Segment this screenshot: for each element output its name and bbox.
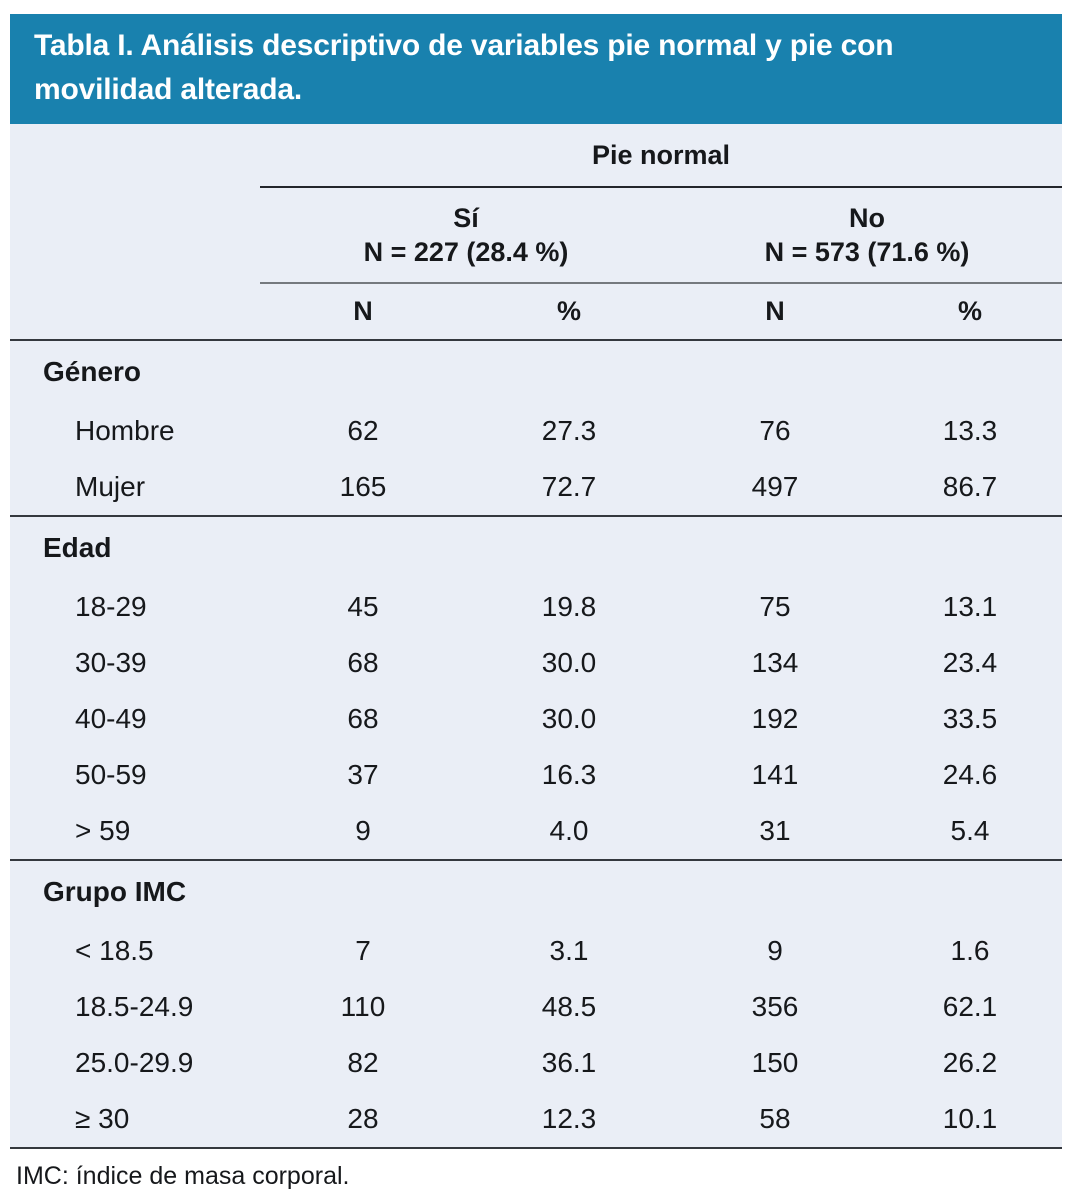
- row-label: 30-39: [75, 647, 147, 678]
- cell-pct-no: 86.7: [942, 471, 998, 502]
- cell-n-si: 28: [347, 1103, 379, 1134]
- table-footnote: IMC: índice de masa corporal.: [16, 1162, 350, 1190]
- cell-n-si: 68: [347, 647, 379, 678]
- cell-n-no: 192: [751, 703, 799, 734]
- subgroup-no-label: No: [849, 203, 885, 233]
- row-label: 18.5-24.9: [75, 991, 194, 1022]
- cell-pct-si: 36.1: [541, 1047, 597, 1078]
- cell-pct-no: 13.3: [942, 415, 998, 446]
- cell-n-si: 110: [340, 991, 386, 1022]
- section-header-row: Género: [10, 341, 1062, 403]
- cell-n-no: 141: [751, 759, 799, 790]
- cell-pct-si: 27.3: [541, 415, 597, 446]
- descriptive-table: Pie normal Sí N = 227 (28.4 %) No N = 57…: [10, 124, 1062, 1149]
- row-label: 40-49: [75, 703, 147, 734]
- subgroup-si-label: Sí: [453, 203, 479, 233]
- cell-n-si: 68: [347, 703, 379, 734]
- cell-pct-si: 16.3: [541, 759, 597, 790]
- cell-pct-no: 10.1: [942, 1103, 998, 1134]
- row-label: > 59: [75, 815, 131, 846]
- section-divider-rule: [10, 339, 1062, 341]
- section-header-label: Género: [43, 356, 142, 387]
- cell-pct-no: 24.6: [942, 759, 998, 790]
- cell-n-si: 165: [339, 471, 387, 502]
- cell-pct-si: 48.5: [541, 991, 597, 1022]
- group-header-row: Pie normal: [10, 124, 1062, 186]
- cell-n-si: 82: [347, 1047, 379, 1078]
- cell-pct-si: 72.7: [541, 471, 597, 502]
- column-header-n-no: N: [765, 296, 785, 326]
- cell-pct-si: 12.3: [541, 1103, 597, 1134]
- column-header-row: N % N %: [10, 284, 1062, 339]
- table-row: Hombre 62 27.3 76 13.3: [10, 403, 1062, 459]
- cell-n-si: 37: [347, 759, 379, 790]
- cell-n-si: 45: [347, 591, 379, 622]
- row-label: 50-59: [75, 759, 147, 790]
- group-header-pie-normal: Pie normal: [591, 139, 731, 170]
- cell-pct-si: 19.8: [541, 591, 597, 622]
- cell-n-si: 62: [347, 415, 379, 446]
- column-header-pct-si: %: [556, 296, 581, 326]
- cell-n-no: 76: [759, 415, 791, 446]
- table-row: 18-29 45 19.8 75 13.1: [10, 579, 1062, 635]
- row-label: Mujer: [75, 471, 146, 502]
- table-row: 50-59 37 16.3 141 24.6: [10, 747, 1062, 803]
- subgroup-no-n: N = 573 (71.6 %): [764, 237, 970, 267]
- section-divider-rule: [10, 1147, 1062, 1149]
- cell-n-no: 31: [759, 815, 791, 846]
- table-row: 18.5-24.9 110 48.5 356 62.1: [10, 979, 1062, 1035]
- table-row: 40-49 68 30.0 192 33.5: [10, 691, 1062, 747]
- cell-pct-si: 30.0: [541, 647, 597, 678]
- section-header-label: Edad: [43, 532, 112, 563]
- cell-n-si: 9: [355, 815, 371, 846]
- section-divider-rule: [10, 859, 1062, 861]
- table-row: < 18.5 7 3.1 9 1.6: [10, 923, 1062, 979]
- cell-pct-no: 33.5: [942, 703, 998, 734]
- row-label: 25.0-29.9: [75, 1047, 194, 1078]
- section-divider-rule: [10, 515, 1062, 517]
- table-row: Mujer 165 72.7 497 86.7: [10, 459, 1062, 515]
- cell-n-no: 150: [751, 1047, 799, 1078]
- table-body: Género Hombre 62 27.3 76 13.3 Mujer 165 …: [10, 339, 1062, 1149]
- section-header-row: Edad: [10, 517, 1062, 579]
- section-header-label: Grupo IMC: [43, 876, 187, 907]
- cell-pct-no: 5.4: [950, 815, 990, 846]
- column-header-n-si: N: [353, 296, 373, 326]
- table-row: 25.0-29.9 82 36.1 150 26.2: [10, 1035, 1062, 1091]
- cell-pct-si: 30.0: [541, 703, 597, 734]
- cell-n-no: 75: [759, 591, 791, 622]
- rule-under-subgroups: [260, 282, 1062, 284]
- cell-n-no: 497: [751, 471, 799, 502]
- table-title-bar: Tabla I. Análisis descriptivo de variabl…: [10, 14, 1062, 124]
- cell-n-si: 7: [355, 935, 371, 966]
- cell-pct-no: 23.4: [942, 647, 998, 678]
- cell-pct-no: 13.1: [942, 591, 998, 622]
- table-row: ≥ 30 28 12.3 58 10.1: [10, 1091, 1062, 1147]
- table-row: > 59 9 4.0 31 5.4: [10, 803, 1062, 859]
- section-header-row: Grupo IMC: [10, 861, 1062, 923]
- cell-pct-si: 4.0: [549, 815, 589, 846]
- row-label: 18-29: [75, 591, 147, 622]
- cell-pct-si: 3.1: [549, 935, 589, 966]
- cell-n-no: 58: [759, 1103, 791, 1134]
- row-label: < 18.5: [75, 935, 154, 966]
- table-title: Tabla I. Análisis descriptivo de variabl…: [34, 29, 894, 106]
- subgroup-no: No N = 573 (71.6 %): [672, 201, 1062, 269]
- cell-n-no: 356: [751, 991, 799, 1022]
- cell-n-no: 9: [767, 935, 783, 966]
- row-label: Hombre: [75, 415, 175, 446]
- table-row: 30-39 68 30.0 134 23.4: [10, 635, 1062, 691]
- cell-pct-no: 26.2: [942, 1047, 998, 1078]
- cell-n-no: 134: [751, 647, 799, 678]
- column-header-pct-no: %: [957, 296, 982, 326]
- subgroup-si-n: N = 227 (28.4 %): [363, 237, 569, 267]
- rule-under-group-header: [260, 186, 1062, 188]
- subgroup-header-row: Sí N = 227 (28.4 %) No N = 573 (71.6 %): [10, 188, 1062, 282]
- cell-pct-no: 62.1: [942, 991, 998, 1022]
- row-label: ≥ 30: [75, 1103, 130, 1134]
- subgroup-si: Sí N = 227 (28.4 %): [260, 201, 672, 269]
- cell-pct-no: 1.6: [950, 935, 990, 966]
